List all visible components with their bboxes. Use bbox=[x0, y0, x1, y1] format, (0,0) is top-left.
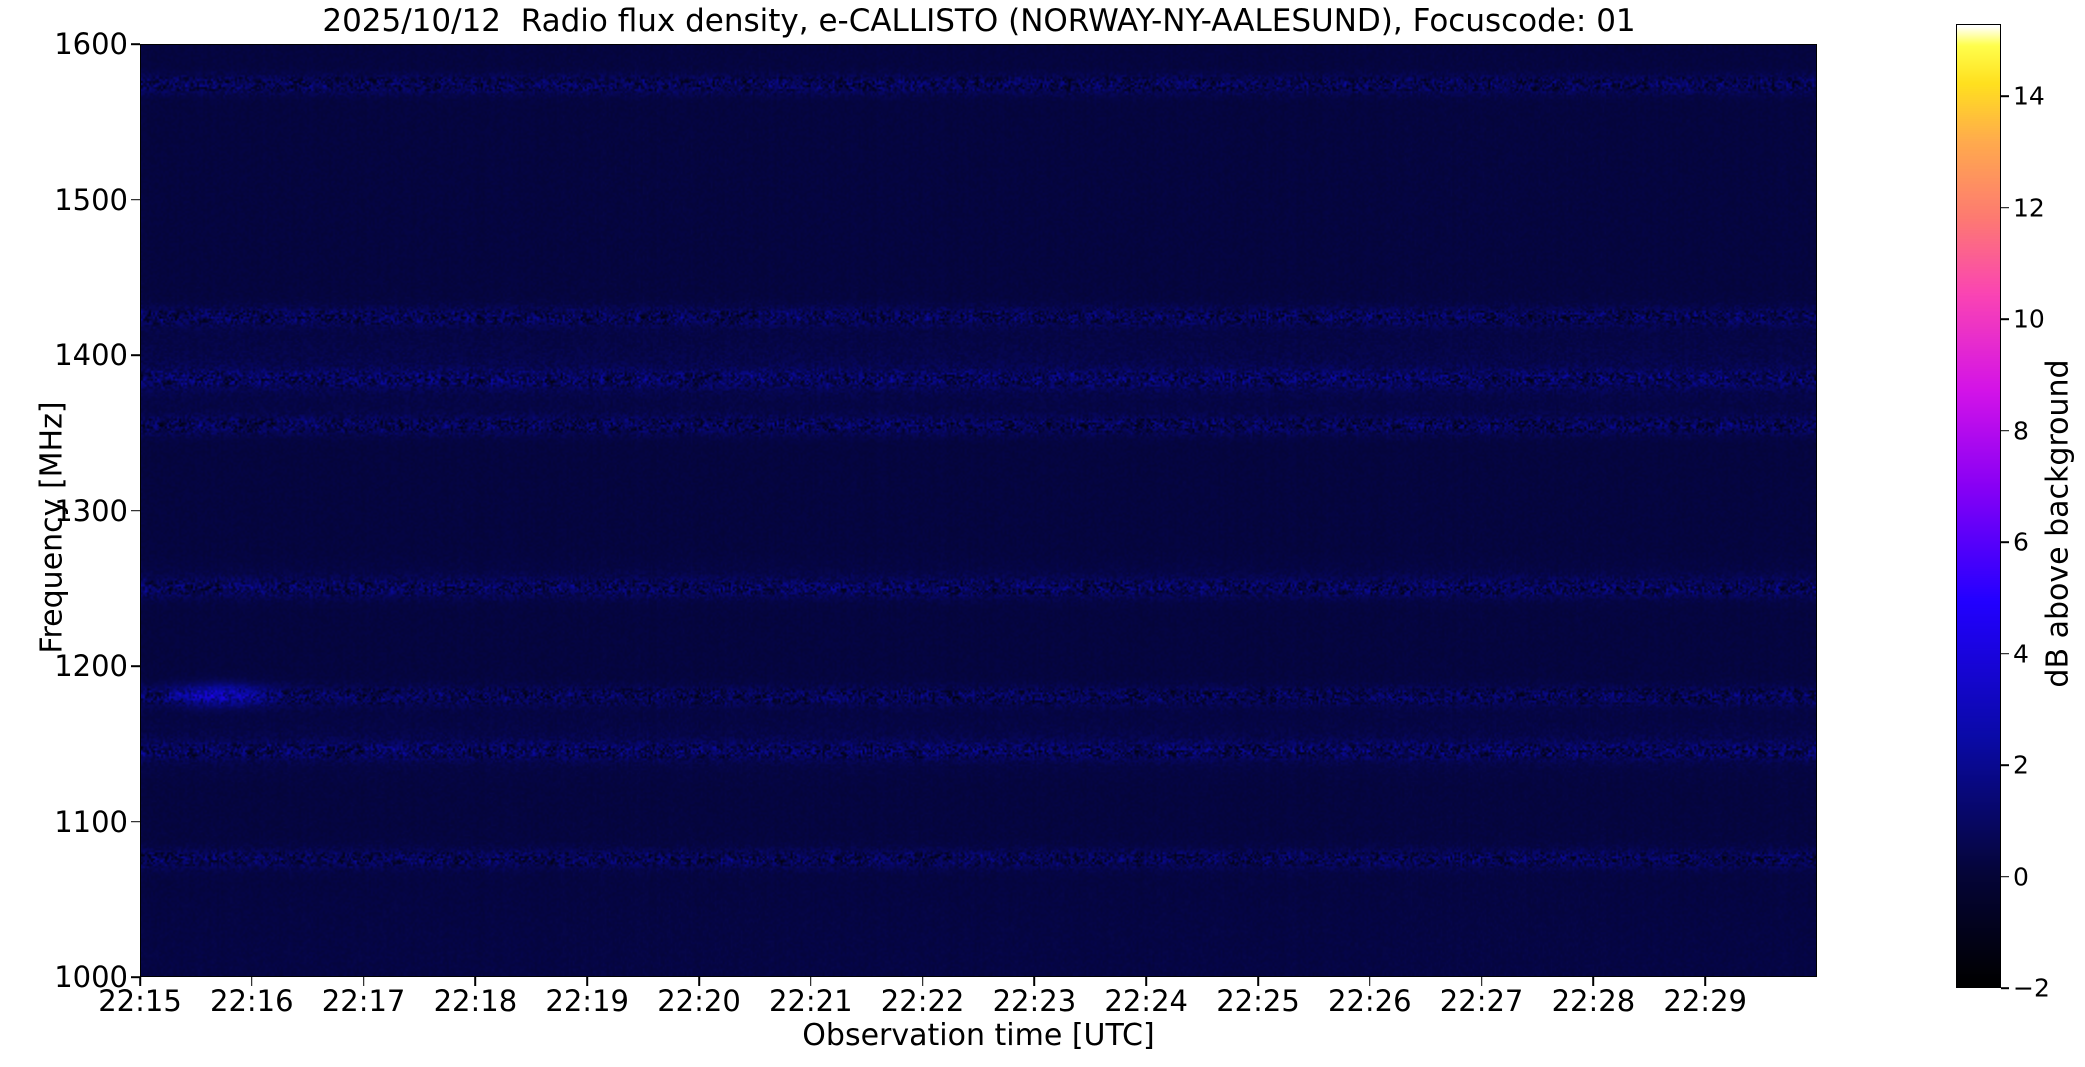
x-tick-label: 22:28 bbox=[1551, 984, 1636, 1018]
x-tick-mark bbox=[1704, 977, 1706, 986]
colorbar[interactable] bbox=[1956, 24, 2001, 988]
y-tick-mark bbox=[131, 665, 140, 667]
x-tick-label: 22:25 bbox=[1216, 984, 1300, 1018]
x-tick-label: 22:15 bbox=[98, 984, 182, 1018]
colorbar-tick-mark bbox=[2001, 875, 2009, 878]
colorbar-tick-mark bbox=[2001, 764, 2009, 766]
x-tick-mark bbox=[698, 977, 700, 986]
y-tick-mark bbox=[131, 509, 140, 512]
x-tick-label: 22:27 bbox=[1439, 984, 1524, 1018]
x-tick-mark bbox=[362, 977, 365, 986]
x-tick-label: 22:22 bbox=[880, 984, 965, 1018]
x-tick-label: 22:23 bbox=[992, 984, 1077, 1018]
x-tick-label: 22:26 bbox=[1328, 984, 1412, 1018]
x-tick-label: 22:21 bbox=[769, 984, 853, 1018]
colorbar-tick-label: 2 bbox=[2013, 750, 2029, 780]
colorbar-tick-mark bbox=[2001, 207, 2009, 209]
y-tick-mark bbox=[131, 354, 140, 356]
x-tick-label: 22:24 bbox=[1104, 984, 1188, 1018]
y-tick-label: 1600 bbox=[54, 27, 128, 61]
spectrogram-plot-area[interactable] bbox=[140, 44, 1817, 977]
colorbar-tick-mark bbox=[2001, 318, 2009, 321]
colorbar-tick-label: 4 bbox=[2013, 639, 2029, 669]
x-tick-mark bbox=[1033, 977, 1036, 986]
y-tick-label: 1000 bbox=[54, 960, 128, 994]
spectrogram-image bbox=[141, 45, 1816, 976]
y-tick-mark bbox=[131, 198, 140, 201]
x-tick-mark bbox=[810, 977, 812, 986]
x-tick-label: 22:20 bbox=[657, 984, 741, 1018]
x-tick-mark bbox=[1257, 977, 1259, 986]
x-tick-label: 22:18 bbox=[433, 984, 518, 1018]
colorbar-tick-mark bbox=[2001, 541, 2009, 544]
y-tick-mark bbox=[131, 820, 140, 823]
colorbar-tick-label: −2 bbox=[2013, 973, 2050, 1003]
x-tick-mark bbox=[139, 977, 141, 986]
y-tick-mark bbox=[131, 976, 140, 978]
colorbar-tick-mark bbox=[2001, 429, 2009, 432]
x-tick-mark bbox=[921, 977, 924, 986]
x-tick-mark bbox=[1145, 977, 1147, 986]
x-tick-mark bbox=[1592, 977, 1595, 986]
colorbar-tick-label: 8 bbox=[2013, 416, 2029, 446]
x-tick-mark bbox=[251, 977, 253, 986]
x-tick-label: 22:19 bbox=[545, 984, 629, 1018]
x-tick-label: 22:29 bbox=[1663, 984, 1747, 1018]
colorbar-gradient bbox=[1957, 25, 2000, 987]
y-tick-mark bbox=[131, 43, 140, 45]
x-tick-mark bbox=[1369, 977, 1371, 986]
colorbar-tick-label: 6 bbox=[2013, 527, 2029, 557]
colorbar-label: dB above background bbox=[2040, 359, 2076, 688]
colorbar-tick-mark bbox=[2001, 95, 2009, 98]
x-axis-label: Observation time [UTC] bbox=[802, 1018, 1155, 1053]
x-tick-mark bbox=[1480, 977, 1483, 986]
y-axis-label: Frequency [MHz] bbox=[34, 401, 70, 654]
colorbar-tick-label: 0 bbox=[2013, 862, 2029, 892]
x-tick-mark bbox=[586, 977, 588, 986]
x-tick-label: 22:16 bbox=[210, 984, 294, 1018]
x-tick-label: 22:17 bbox=[321, 984, 406, 1018]
colorbar-tick-mark bbox=[2001, 652, 2009, 655]
x-tick-mark bbox=[474, 977, 477, 986]
colorbar-tick-label: 14 bbox=[2013, 81, 2045, 111]
colorbar-tick-mark bbox=[2001, 987, 2009, 989]
page-title: 2025/10/12 Radio flux density, e-CALLIST… bbox=[322, 3, 1636, 39]
